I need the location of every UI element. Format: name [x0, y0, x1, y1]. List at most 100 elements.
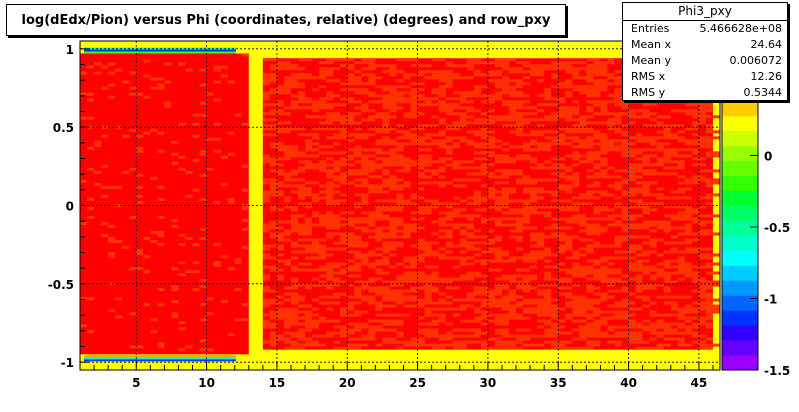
heatmap-cell [537, 304, 545, 308]
heatmap-cell [276, 244, 284, 248]
heatmap-cell [572, 145, 587, 149]
heatmap-cell [509, 343, 517, 347]
heatmap-cell [537, 133, 545, 137]
heatmap-cell [452, 76, 460, 80]
heatmap-cell [283, 145, 299, 149]
heatmap-cell [586, 343, 594, 347]
heatmap-cell [572, 250, 580, 254]
heatmap-cell [593, 91, 601, 95]
heatmap-cell [628, 235, 636, 239]
heatmap-cell [227, 80, 235, 84]
heatmap-cell [340, 334, 348, 338]
heatmap-cell [410, 82, 418, 86]
heatmap-cell [276, 313, 284, 317]
heatmap-cell [157, 149, 165, 153]
heatmap-cell [565, 166, 573, 170]
heatmap-cell [459, 64, 474, 68]
heatmap-cell [544, 277, 552, 281]
heatmap-cell [269, 331, 277, 335]
heatmap-cell [150, 86, 158, 90]
heatmap-cell [424, 70, 432, 74]
heatmap-cell [487, 154, 502, 158]
heatmap-cell [614, 343, 622, 347]
heatmap-cell [466, 61, 474, 65]
heatmap-cell [262, 91, 270, 95]
heatmap-cell [157, 345, 165, 349]
heatmap-cell [593, 133, 608, 137]
heatmap-cell [445, 106, 460, 110]
heatmap-cell [621, 208, 629, 212]
heatmap-cell [466, 271, 481, 275]
heatmap-cell [516, 304, 524, 308]
heatmap-cell [368, 277, 376, 281]
heatmap-cell [480, 301, 488, 305]
heatmap-cell [677, 181, 685, 185]
heatmap-cell [459, 256, 474, 260]
heatmap-cell [403, 73, 418, 77]
heatmap-cell [347, 154, 355, 158]
heatmap-cell [572, 100, 580, 104]
heatmap-cell [480, 142, 488, 146]
heatmap-cell [670, 304, 678, 308]
heatmap-cell [445, 181, 453, 185]
heatmap-cell [171, 224, 179, 228]
heatmap-cell [487, 346, 495, 350]
heatmap-cell [558, 100, 566, 104]
heatmap-cell [649, 154, 657, 158]
heatmap-cell [445, 322, 453, 326]
heatmap-cell [586, 79, 594, 83]
heatmap-cell [94, 62, 102, 66]
heatmap-cell [473, 166, 481, 170]
heatmap-cell [389, 88, 397, 92]
heatmap-cell [354, 151, 362, 155]
heatmap-cell [403, 130, 411, 134]
heatmap-cell [129, 345, 137, 349]
heatmap-cell [213, 80, 221, 84]
heatmap-cell [452, 340, 467, 344]
heatmap-cell [403, 271, 411, 275]
heatmap-cell [487, 187, 495, 191]
heatmap-cell [621, 238, 629, 242]
heatmap-cell [642, 220, 657, 224]
heatmap-cell [410, 58, 418, 62]
heatmap-cell [705, 154, 720, 158]
heatmap-cell [101, 65, 109, 69]
heatmap-cell [593, 82, 608, 86]
heatmap-cell [579, 160, 587, 164]
heatmap-cell [382, 280, 390, 284]
heatmap-cell [347, 331, 355, 335]
heatmap-cell [326, 79, 334, 83]
heatmap-cell [326, 184, 341, 188]
heatmap-cell [593, 325, 601, 329]
heatmap-cell [396, 301, 404, 305]
heatmap-cell [642, 169, 657, 173]
heatmap-cell [417, 244, 432, 248]
heatmap-cell [143, 255, 151, 259]
heatmap-cell [417, 241, 425, 245]
heatmap-cell [565, 316, 573, 320]
heatmap-cell [424, 148, 432, 152]
heatmap-cell [326, 163, 334, 167]
heatmap-cell [262, 190, 277, 194]
heatmap-cell [375, 100, 390, 104]
heatmap-cell [459, 262, 474, 266]
heatmap-cell [586, 271, 594, 275]
heatmap-cell [572, 181, 580, 185]
heatmap-cell [333, 118, 341, 122]
heatmap-cell [642, 235, 650, 239]
heatmap-cell [459, 121, 467, 125]
heatmap-cell [319, 121, 334, 125]
heatmap-cell [452, 307, 467, 311]
heatmap-cell [523, 277, 538, 281]
heatmap-cell [565, 91, 573, 95]
heatmap-cell [579, 139, 594, 143]
heatmap-cell [326, 295, 341, 299]
heatmap-cell [136, 249, 144, 253]
heatmap-cell [487, 217, 502, 221]
heatmap-cell [424, 283, 432, 287]
heatmap-cell [290, 229, 306, 233]
heatmap-cell [382, 259, 390, 263]
heatmap-cell [698, 169, 706, 173]
heatmap-cell [635, 346, 650, 350]
heatmap-cell [234, 318, 242, 322]
